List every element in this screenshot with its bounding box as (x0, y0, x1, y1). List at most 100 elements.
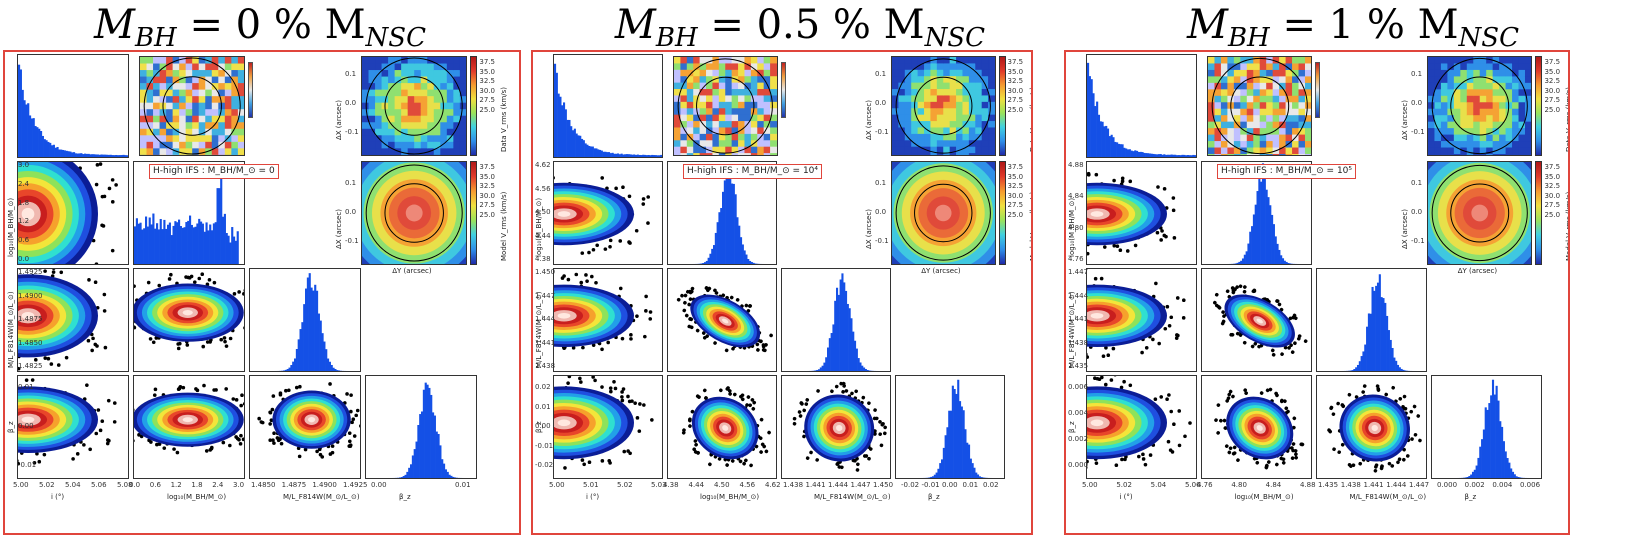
scatter-point (207, 278, 212, 282)
scatter-point (705, 334, 709, 338)
map-pixel (1227, 134, 1235, 142)
map-pixel (140, 128, 148, 136)
scatter-point (767, 430, 771, 435)
map-pixel (731, 108, 739, 116)
hist-bar (172, 225, 175, 264)
scatter-point (585, 279, 589, 283)
scatter-point (626, 449, 630, 453)
scatter-point (1122, 379, 1126, 384)
hist-bar (617, 153, 620, 157)
scatter-point (581, 345, 585, 350)
map-pixel (185, 141, 193, 149)
scatter-point (719, 388, 723, 393)
hist-bar (597, 149, 600, 157)
map-pixel (1227, 95, 1235, 103)
map-pixel (1272, 121, 1280, 129)
map-pixel (172, 128, 180, 136)
map-pixel (1492, 63, 1500, 71)
map-pixel (718, 127, 726, 135)
map-pixel (1518, 82, 1526, 90)
hist-bar (78, 153, 81, 157)
hist-bar (1176, 155, 1179, 157)
map-pixel (1492, 57, 1500, 64)
map-pixel (1492, 95, 1500, 103)
map-pixel (427, 102, 435, 110)
hist-bar (570, 126, 573, 157)
vrms-residual-map-pixels (1208, 57, 1312, 155)
map-pixel (770, 140, 777, 148)
map-pixel (1428, 57, 1435, 64)
map-pixel (1214, 108, 1222, 116)
map-pixel (224, 76, 232, 84)
hist-bar (100, 154, 103, 157)
map-pixel (1466, 108, 1474, 116)
map-pixel (693, 114, 701, 122)
map-pixel (1227, 89, 1235, 97)
hist-bar (832, 324, 835, 371)
xlabel-col0: i (°) (586, 493, 600, 501)
map-pixel (172, 102, 180, 110)
hist-bar (113, 155, 116, 157)
map-pixel (211, 115, 219, 123)
hist-bar (814, 370, 817, 371)
map-pixel (1460, 128, 1468, 136)
ylabel-row3: β_z (7, 421, 15, 433)
hist-bar (586, 144, 589, 157)
scatter-point (1231, 394, 1235, 399)
map-pixel (179, 96, 187, 104)
map-pixel (440, 128, 448, 136)
hist-bar (292, 361, 295, 371)
scatter-point (587, 250, 591, 255)
map-pixel (1453, 76, 1461, 84)
data-vrms-colorbar-label: Data V_rms (km/s) (1028, 86, 1033, 152)
map-pixel (930, 57, 938, 64)
hist-bar (1515, 476, 1518, 478)
hist-bar (1256, 191, 1259, 264)
scatter-point (730, 459, 735, 463)
map-pixel (172, 63, 180, 71)
scatter-point (1227, 392, 1232, 397)
scatter-mbh-betaz (1201, 375, 1312, 479)
scatter-point (112, 420, 117, 424)
map-pixel (381, 89, 389, 97)
map-pixel (237, 122, 245, 130)
map-pixel (1240, 57, 1248, 64)
scatter-point (707, 286, 712, 291)
map-pixel (446, 109, 454, 117)
scatter-point (1265, 388, 1270, 393)
map-pixel (1499, 95, 1507, 103)
ytick-row1: 4.88 (1068, 161, 1084, 169)
scatter-point (268, 438, 273, 443)
hist-bar (608, 152, 611, 157)
scatter-point (739, 394, 743, 399)
hist-bar (446, 471, 449, 478)
scatter-point (134, 284, 136, 288)
map-pixel (1298, 69, 1306, 77)
colorbar-tick: 35.0 (1544, 172, 1561, 181)
scatter-point (1216, 431, 1220, 435)
hist-bar (1386, 315, 1389, 371)
hist-bar (95, 154, 98, 157)
map-pixel (1492, 121, 1500, 129)
scatter-point (1087, 251, 1090, 256)
map-pixel (898, 146, 906, 154)
map-pixel (930, 76, 938, 84)
hist-bar (85, 153, 88, 157)
map-pixel (750, 63, 758, 71)
hist-bar (233, 236, 236, 264)
map-pixel (712, 101, 720, 109)
scatter-point (614, 186, 618, 191)
map-pixel (198, 135, 206, 143)
hist-bar (225, 233, 228, 264)
hist-bar (1185, 155, 1188, 157)
scatter-point (1221, 310, 1225, 314)
xtick-col1: 0.0 (129, 481, 141, 489)
map-pixel (988, 101, 995, 109)
map-pixel (146, 102, 154, 110)
scatter-point (1257, 344, 1261, 349)
scatter-point (1093, 276, 1098, 281)
scatter-point (1391, 385, 1395, 390)
scatter-point (1169, 409, 1174, 414)
hist-bar (635, 154, 638, 157)
map-pixel (1440, 108, 1448, 116)
